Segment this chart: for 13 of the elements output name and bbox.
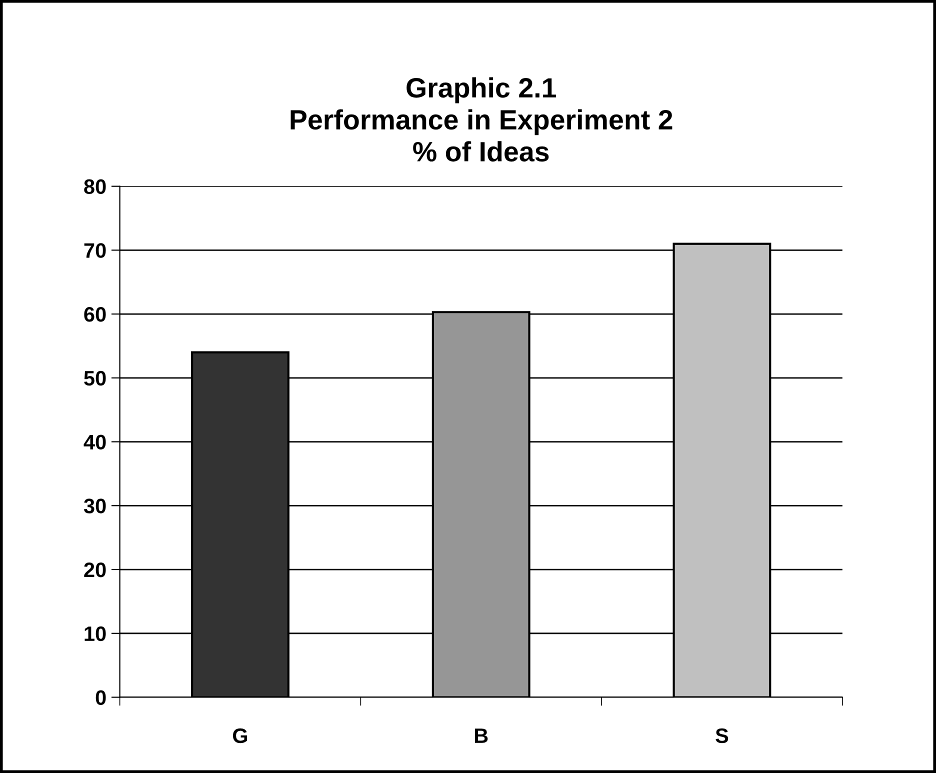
y-tick-label: 50 [84, 370, 106, 386]
x-tick-label: S [716, 728, 728, 744]
y-tick-label: 40 [84, 434, 106, 450]
x-tick-label: B [474, 728, 488, 743]
x-tick-label: G [232, 728, 248, 744]
y-tick-label: 20 [84, 562, 106, 578]
y-tick-label: 60 [84, 307, 106, 322]
y-tick-label: 70 [84, 243, 106, 258]
y-tick-label: 80 [84, 179, 106, 194]
y-tick-label: 10 [84, 626, 106, 642]
chart-title: Graphic 2.1 Performance in Experiment 2 % of Ideas [290, 77, 672, 162]
y-tick-label: 30 [84, 498, 106, 514]
y-tick-label: 0 [96, 690, 106, 705]
